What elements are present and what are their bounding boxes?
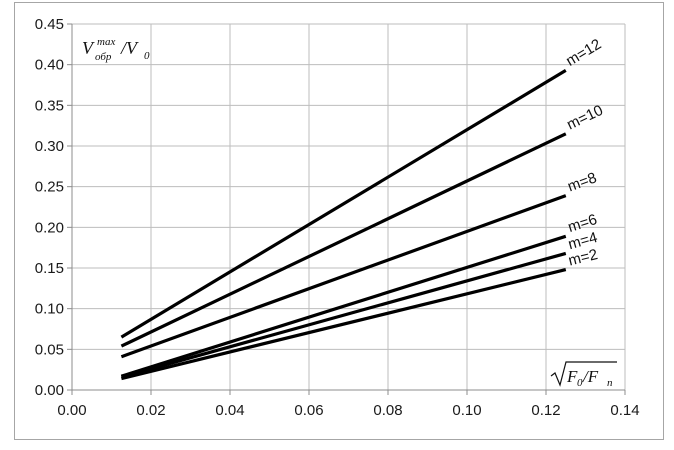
sqrt-sign (550, 361, 617, 387)
series-labels: m=12m=10m=8m=6m=4m=2 (563, 36, 606, 270)
xlabel-numerator: F (566, 367, 578, 386)
y-tick-label: 0.05 (35, 341, 64, 358)
xlabel-divider: /F (582, 367, 599, 386)
series-line-m=10 (120, 132, 567, 348)
ylabel-divider: /V (120, 38, 139, 58)
series-line-m=12 (120, 69, 567, 339)
x-tick-label: 0.02 (136, 402, 165, 419)
x-axis-label: F 0 /F n (550, 361, 617, 389)
x-tick-label: 0.08 (373, 402, 402, 419)
xlabel-divider-subscript: n (607, 377, 613, 389)
x-tick-label: 0.06 (294, 402, 323, 419)
ylabel-superscript: max (97, 36, 115, 48)
y-tick-label: 0.35 (35, 97, 64, 114)
series-line-m=4 (120, 251, 567, 379)
ylabel-symbol: V (82, 38, 95, 58)
axes (67, 23, 626, 395)
y-tick-label: 0.30 (35, 138, 64, 155)
y-tick-label: 0.40 (35, 57, 64, 74)
x-tick-label: 0.04 (215, 402, 244, 419)
series-line-m=2 (121, 268, 567, 381)
y-axis-label: V max обр /V 0 (82, 36, 150, 63)
ylabel-subscript: обр (95, 51, 112, 63)
series-lines (120, 69, 567, 381)
x-tick-label: 0.14 (610, 402, 639, 419)
series-label-m=2: m=2 (567, 246, 600, 270)
grid (71, 23, 626, 391)
series-label-m=8: m=8 (565, 169, 599, 195)
y-tick-label: 0.10 (35, 301, 64, 318)
y-tick-label: 0.00 (35, 382, 64, 399)
series-line-m=8 (120, 194, 567, 359)
xlabel-numerator-subscript: 0 (577, 377, 583, 389)
series-label-m=10: m=10 (564, 102, 606, 134)
y-tick-label: 0.20 (35, 219, 64, 236)
y-tick-label: 0.45 (35, 16, 64, 33)
x-tick-label: 0.12 (531, 402, 560, 419)
tick-labels: 0.00 0.05 0.10 0.15 0.20 0.25 0.30 0.35 0.40 0.45… (35, 16, 640, 419)
series-line-m=6 (120, 234, 567, 378)
y-tick-label: 0.15 (35, 260, 64, 277)
y-tick-label: 0.25 (35, 179, 64, 196)
x-tick-label: 0.10 (452, 402, 481, 419)
ylabel-divider-subscript: 0 (144, 50, 150, 62)
x-tick-label: 0.00 (57, 402, 86, 419)
